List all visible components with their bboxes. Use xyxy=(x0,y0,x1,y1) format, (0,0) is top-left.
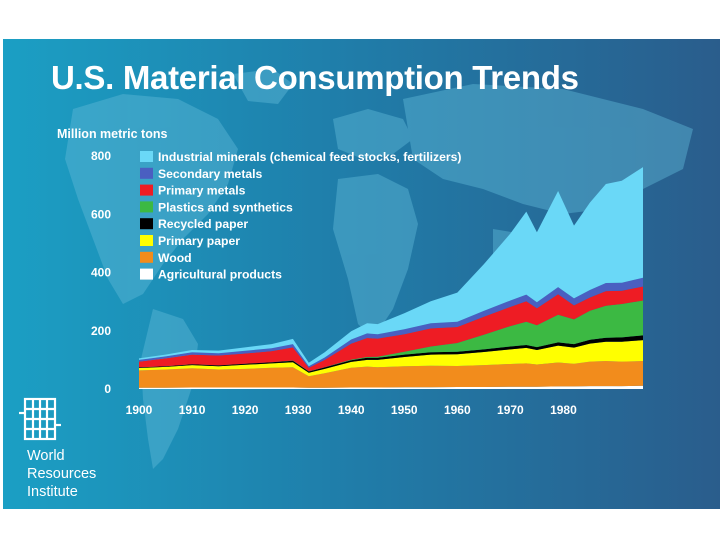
legend-label-plastics-and-synthetics: Plastics and synthetics xyxy=(158,200,293,214)
y-tick-label: 200 xyxy=(91,324,111,338)
legend-swatch-recycled-paper xyxy=(140,218,153,230)
legend-swatch-primary-paper xyxy=(140,235,153,246)
area-recycled-paper xyxy=(139,335,643,373)
legend-swatch-plastics-and-synthetics xyxy=(140,201,153,213)
legend-swatch-wood xyxy=(140,251,153,263)
legend-label-secondary-metals: Secondary metals xyxy=(158,167,263,181)
consumption-chart: 0 200 400 600 800 1900 1910 1920 1930 1940 1950 19… xyxy=(57,127,643,417)
x-tick-label: 1940 xyxy=(338,403,365,417)
y-tick-label: 400 xyxy=(91,266,111,280)
area-plastics-and-synthetics xyxy=(139,300,643,372)
y-axis-label: Million metric tons xyxy=(57,127,167,141)
x-tick-label: 1920 xyxy=(232,403,259,417)
x-tick-label: 1950 xyxy=(391,403,418,417)
wri-logo-icon xyxy=(19,397,61,441)
y-tick-label: 0 xyxy=(104,382,111,396)
x-tick-label: 1930 xyxy=(285,403,312,417)
area-primary-paper xyxy=(139,340,643,377)
x-tick-label: 1910 xyxy=(179,403,206,417)
x-tick-label: 1900 xyxy=(126,403,153,417)
legend-label-industrial-minerals-chemical-feed-stocks-fertilizers: Industrial minerals (chemical feed stock… xyxy=(158,150,461,164)
legend-swatch-agricultural-products xyxy=(140,268,153,280)
organization-name: World Resources Institute xyxy=(27,447,96,501)
x-tick-label: 1960 xyxy=(444,403,471,417)
y-tick-label: 600 xyxy=(91,207,111,221)
legend-swatch-secondary-metals xyxy=(140,167,153,179)
org-line-2: Resources xyxy=(27,466,97,482)
legend-label-recycled-paper: Recycled paper xyxy=(158,217,248,231)
legend-label-primary-metals: Primary metals xyxy=(158,184,246,198)
legend-label-wood: Wood xyxy=(158,251,192,265)
legend-swatch-primary-metals xyxy=(140,184,153,196)
legend-label-agricultural-products: Agricultural products xyxy=(158,268,282,282)
x-tick-label: 1970 xyxy=(497,403,524,417)
legend-swatch-industrial-minerals-chemical-feed-stocks-fertilizers xyxy=(140,151,153,162)
org-line-3: Institute xyxy=(27,484,78,500)
area-primary-metals xyxy=(139,286,643,372)
page-title: U.S. Material Consumption Trends xyxy=(51,59,579,96)
area-wood xyxy=(139,361,643,388)
x-tick-label: 1980 xyxy=(550,403,577,417)
area-industrial-minerals-chemical-feed-stocks-fertilizers xyxy=(139,167,643,367)
y-tick-label: 800 xyxy=(91,149,111,163)
legend-label-primary-paper: Primary paper xyxy=(158,234,240,248)
area-secondary-metals xyxy=(139,277,643,368)
org-line-1: World xyxy=(27,448,65,464)
slide-background: U.S. Material Consumption Trends 0 200 400… xyxy=(3,39,720,509)
